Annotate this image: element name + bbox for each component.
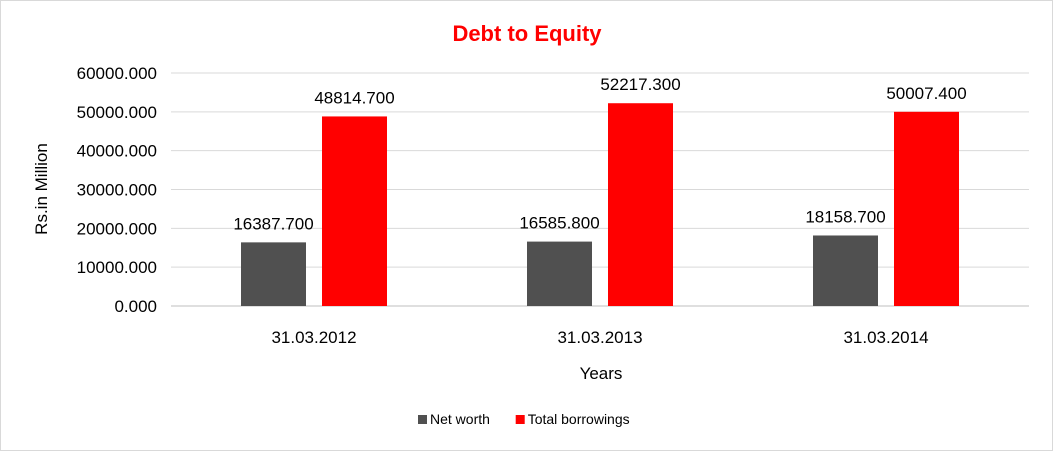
x-tick-label: 31.03.2014 [843,328,928,347]
bar-total-borrowings [608,103,673,307]
x-tick-label: 31.03.2012 [271,328,356,347]
legend-swatch [515,415,525,424]
data-label: 48814.700 [314,88,394,107]
y-tick-label: 40000.000 [77,142,157,161]
legend-label: Net worth [430,411,490,427]
x-tick-label: 31.03.2013 [557,328,642,347]
y-tick-label: 30000.000 [77,181,157,200]
data-label: 50007.400 [886,84,966,103]
x-axis-ticks: 31.03.2012 31.03.2013 31.03.2014 [271,328,928,347]
data-labels: 16387.700 48814.700 16585.800 52217.300 1815… [233,75,966,233]
bar-total-borrowings [322,116,387,306]
legend-label: Total borrowings [528,411,630,427]
y-axis-ticks: 0.000 10000.000 20000.000 30000.000 40000.00… [77,64,157,316]
legend-swatch [418,415,427,424]
bar-net-worth [527,241,592,306]
bars [241,103,959,307]
bar-net-worth [813,235,878,306]
y-tick-label: 20000.000 [77,219,157,238]
chart-title: Debt to Equity [452,21,602,46]
data-label: 16585.800 [519,214,599,233]
y-tick-label: 60000.000 [77,64,157,83]
gridlines [171,72,1029,307]
data-label: 18158.700 [805,207,885,226]
x-axis-label: Years [580,364,623,383]
y-tick-label: 50000.000 [77,103,157,122]
legend: Net worth Total borrowings [418,411,630,427]
data-label: 52217.300 [600,75,680,94]
bar-net-worth [241,242,306,306]
y-axis-label: Rs.in Million [32,143,51,235]
y-tick-label: 0.000 [114,297,157,316]
data-label: 16387.700 [233,214,313,233]
bar-total-borrowings [894,111,959,306]
y-tick-label: 10000.000 [77,258,157,277]
